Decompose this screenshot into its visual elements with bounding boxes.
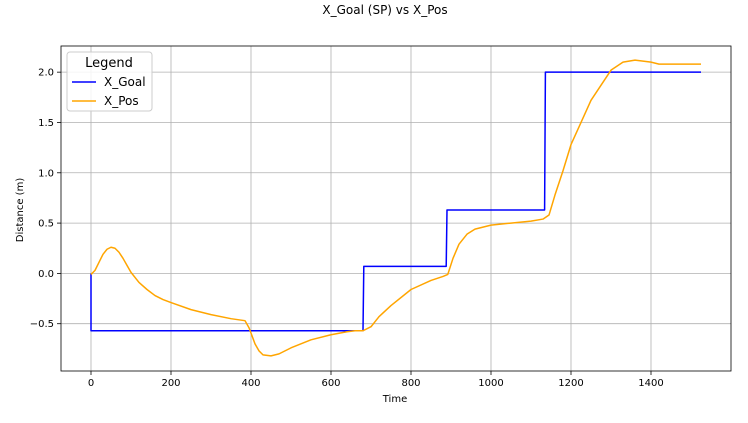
x-tick-label: 1000 [478,378,503,389]
y-tick-label: 0.0 [38,269,54,280]
x-tick-label: 800 [401,378,420,389]
legend-box [66,51,153,112]
y-tick-label: 1.0 [38,168,54,179]
legend-title: Legend [85,56,133,71]
x-tick-label: 400 [241,378,260,389]
y-tick-label: 1.5 [38,118,54,129]
y-tick-label: 0.5 [38,219,54,230]
y-tick-label: −0.5 [30,319,54,330]
legend-label-x-pos: X_Pos [104,94,139,108]
y-axis-label: Distance (m) [15,178,26,243]
chart-title: X_Goal (SP) vs X_Pos [322,3,447,17]
x-tick-label: 600 [321,378,340,389]
series-line-x-goal [90,71,701,332]
x-tick-label: 200 [161,378,180,389]
legend-label-x-goal: X_Goal [104,75,146,89]
plot-frame [60,45,732,372]
x-axis-label: Time [382,394,407,405]
x-tick-label: 0 [88,378,94,389]
y-tick-label: 2.0 [38,68,54,79]
series-line-x-pos [90,59,701,357]
x-tick-label: 1400 [638,378,663,389]
x-tick-label: 1200 [558,378,583,389]
legend: Legend X_Goal X_Pos [66,51,153,112]
